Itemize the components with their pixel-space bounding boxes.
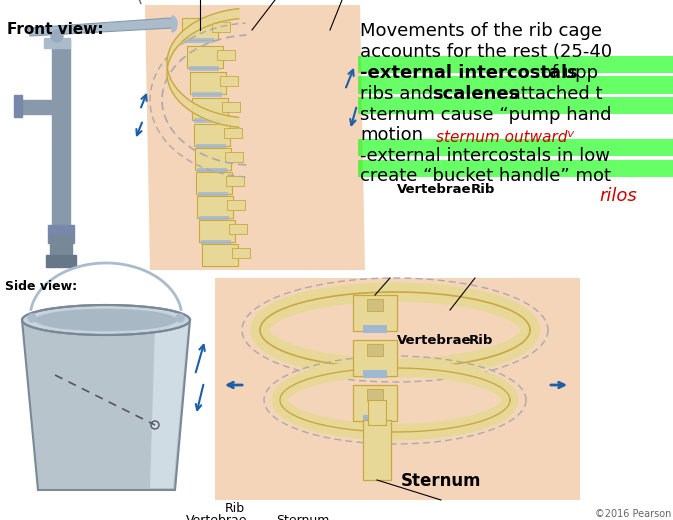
Text: ribs and: ribs and (360, 85, 439, 103)
Polygon shape (145, 5, 365, 270)
Bar (189, 66, 219, 71)
Bar (229, 224, 247, 234)
Bar (353, 295, 397, 331)
Bar (46, 255, 76, 267)
Bar (192, 98, 228, 120)
Bar (222, 102, 240, 112)
Text: Vertebrae: Vertebrae (397, 183, 472, 196)
Bar (226, 176, 244, 186)
Text: create “bucket handle” mot: create “bucket handle” mot (360, 167, 611, 185)
Bar (197, 196, 233, 218)
Polygon shape (172, 16, 177, 32)
Bar (363, 325, 387, 333)
Bar (201, 240, 231, 245)
Bar (199, 220, 235, 242)
Circle shape (28, 314, 36, 322)
Bar (199, 216, 229, 221)
Bar (194, 124, 230, 146)
Bar (367, 344, 383, 356)
Bar (184, 38, 214, 43)
Text: Rib: Rib (225, 502, 245, 515)
Text: Movements of the rib cage: Movements of the rib cage (360, 22, 602, 40)
Text: Vertebrae: Vertebrae (397, 334, 472, 347)
Polygon shape (215, 278, 580, 500)
Bar (14, 95, 22, 117)
Text: Front view:: Front view: (7, 22, 104, 37)
Bar (227, 200, 245, 210)
Bar (197, 168, 227, 173)
Bar (202, 244, 238, 266)
Text: attached t: attached t (504, 85, 602, 103)
Bar (368, 400, 386, 425)
Text: -external intercostals: -external intercostals (360, 64, 578, 83)
Bar (367, 389, 383, 401)
Bar (187, 46, 223, 68)
Bar (358, 97, 673, 114)
Text: motion: motion (360, 126, 423, 145)
Bar (363, 420, 391, 480)
Text: accounts for the rest (25-40: accounts for the rest (25-40 (360, 43, 612, 61)
Bar (50, 235, 72, 260)
Polygon shape (22, 320, 190, 490)
Bar (195, 148, 231, 170)
Text: Rib: Rib (469, 334, 493, 347)
Bar (225, 152, 243, 162)
Bar (198, 192, 228, 197)
Text: Vertebrae: Vertebrae (186, 514, 247, 520)
Bar (353, 340, 397, 376)
Polygon shape (28, 18, 175, 36)
Bar (363, 415, 387, 423)
Bar (224, 128, 242, 138)
Text: of upp: of upp (535, 64, 598, 83)
Text: Rib: Rib (470, 183, 495, 196)
Text: ©2016 Pearson: ©2016 Pearson (596, 509, 672, 518)
Text: Side view:: Side view: (5, 280, 77, 293)
Text: scalenes: scalenes (432, 85, 520, 103)
Bar (220, 76, 238, 86)
Text: rilos: rilos (599, 187, 637, 205)
Bar (358, 139, 673, 156)
Bar (196, 172, 232, 194)
Bar (232, 248, 250, 258)
Bar (196, 144, 226, 149)
Bar (194, 118, 224, 123)
Bar (358, 160, 673, 177)
Bar (48, 225, 74, 243)
Bar (182, 18, 218, 40)
Bar (367, 299, 383, 311)
Bar (358, 76, 673, 94)
Circle shape (51, 30, 63, 42)
Bar (212, 22, 230, 32)
Bar (52, 40, 70, 240)
Bar (18, 100, 52, 114)
Text: sternum outwardⱽ: sternum outwardⱽ (436, 130, 574, 145)
Bar (353, 385, 397, 421)
Text: Sternum: Sternum (276, 514, 329, 520)
Bar (217, 50, 235, 60)
Ellipse shape (34, 309, 178, 331)
Bar (192, 92, 222, 97)
Polygon shape (150, 325, 188, 488)
Bar (44, 38, 70, 48)
Bar (358, 56, 673, 73)
Ellipse shape (22, 305, 190, 335)
Bar (363, 370, 387, 378)
Bar (190, 72, 226, 94)
Text: Sternum: Sternum (401, 472, 482, 490)
Circle shape (176, 314, 184, 322)
Text: sternum cause “pump hand: sternum cause “pump hand (360, 106, 612, 124)
Text: -external intercostals in low: -external intercostals in low (360, 147, 610, 165)
